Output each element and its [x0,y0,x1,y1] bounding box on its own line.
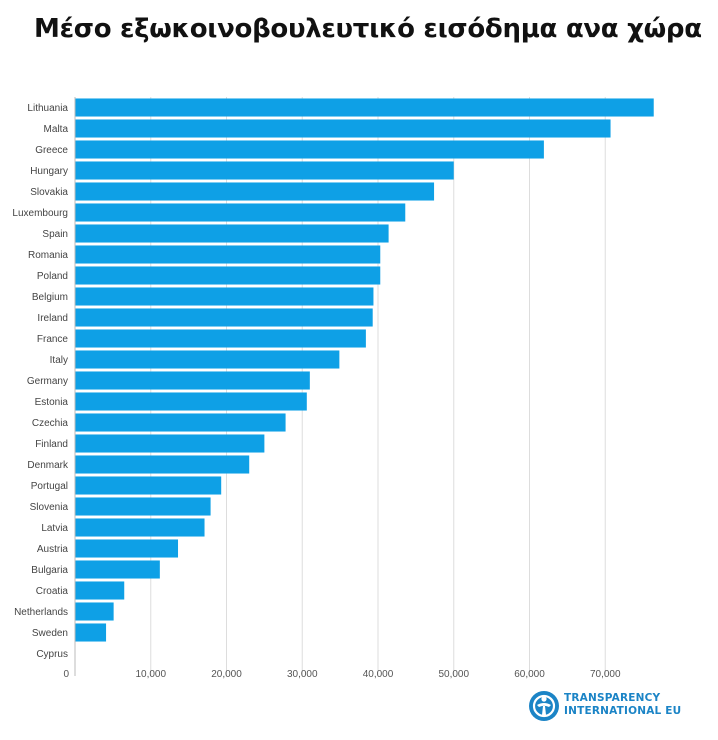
bar-latvia [75,518,205,537]
bar-greece [75,140,544,159]
x-tick-label: 10,000 [135,669,166,680]
category-label-austria: Austria [37,544,69,555]
bar-slovakia [75,182,435,201]
category-label-bulgaria: Bulgaria [31,565,68,576]
category-label-italy: Italy [50,355,68,366]
x-tick-label: 50,000 [438,669,469,680]
bar-slovenia [75,497,211,516]
category-label-spain: Spain [42,229,68,240]
x-tick-label: 30,000 [287,669,318,680]
bar-bulgaria [75,560,160,579]
bar-luxembourg [75,203,406,222]
category-label-luxembourg: Luxembourg [12,208,68,219]
bar-italy [75,350,340,369]
category-label-estonia: Estonia [35,397,69,408]
category-label-greece: Greece [35,145,68,156]
x-tick-label: 40,000 [363,669,394,680]
bar-germany [75,371,310,390]
bar-netherlands [75,602,114,621]
logo-line-2: INTERNATIONAL EU [564,705,682,717]
x-tick-label: 70,000 [590,669,621,680]
category-label-portugal: Portugal [31,481,68,492]
category-label-slovakia: Slovakia [30,187,68,198]
bar-belgium [75,287,374,306]
bar-portugal [75,476,222,495]
chart-title: Μέσο εξωκοινοβουλευτικό εισόδημα ανα χώρ… [34,14,702,44]
bar-malta [75,119,611,138]
category-label-czechia: Czechia [32,418,69,429]
bar-romania [75,245,381,264]
bar-sweden [75,623,107,642]
bar-denmark [75,455,250,474]
category-label-france: France [37,334,69,345]
category-label-belgium: Belgium [32,292,68,303]
category-label-malta: Malta [44,124,69,135]
category-label-croatia: Croatia [36,586,69,597]
bar-hungary [75,161,454,180]
bar-estonia [75,392,307,411]
category-label-romania: Romania [28,250,68,261]
category-label-poland: Poland [37,271,68,282]
bar-austria [75,539,179,558]
category-label-germany: Germany [27,376,68,387]
category-label-denmark: Denmark [27,460,69,471]
category-label-finland: Finland [35,439,68,450]
category-label-hungary: Hungary [30,166,68,177]
bar-lithuania [75,98,654,117]
category-label-cyprus: Cyprus [36,649,68,660]
category-label-lithuania: Lithuania [27,103,68,114]
bar-croatia [75,581,125,600]
x-tick-label: 20,000 [211,669,242,680]
logo-line-1: TRANSPARENCY [564,692,661,704]
category-label-ireland: Ireland [37,313,68,324]
bar-finland [75,434,265,453]
bar-spain [75,224,389,243]
bar-czechia [75,413,286,432]
transparency-international-logo: TRANSPARENCY INTERNATIONAL EU [528,688,682,722]
category-label-latvia: Latvia [41,523,68,534]
x-tick-label: 0 [63,669,69,680]
bar-ireland [75,308,373,327]
transparency-globe-icon [529,691,559,721]
x-tick-label: 60,000 [514,669,545,680]
category-label-sweden: Sweden [32,628,68,639]
category-label-netherlands: Netherlands [14,607,68,618]
bar-france [75,329,366,348]
category-label-slovenia: Slovenia [30,502,69,513]
bar-poland [75,266,381,285]
